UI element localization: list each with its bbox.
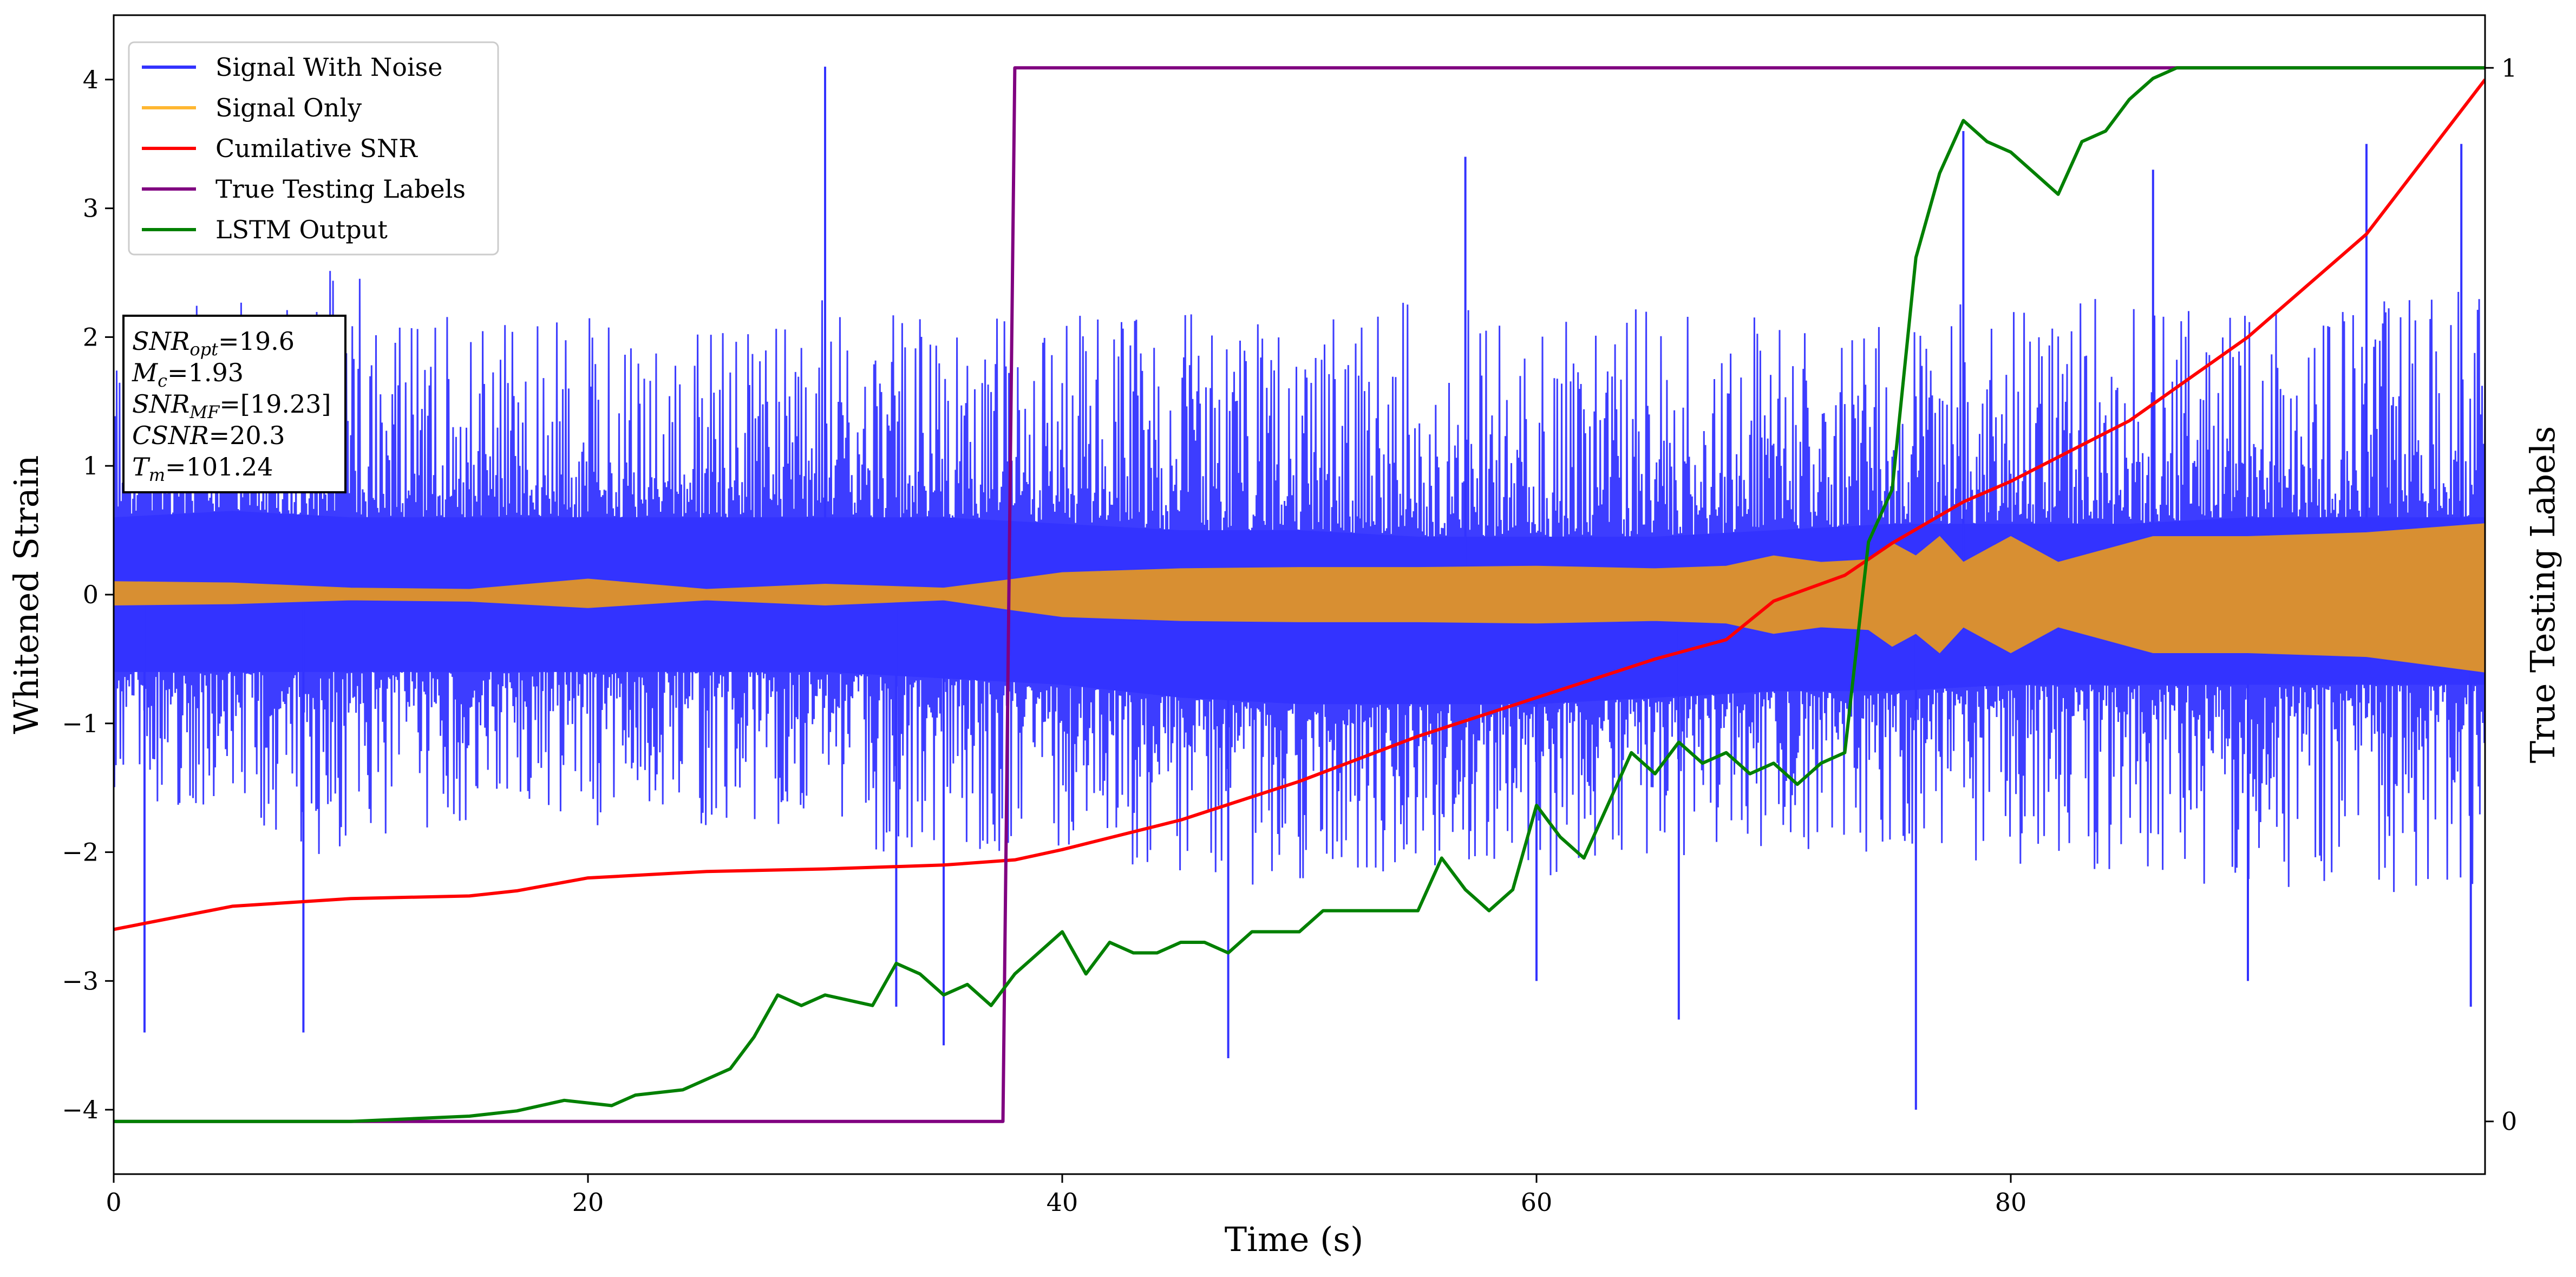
annotation-line-2: SNRMF=[19.23] [132,389,331,422]
legend-label-2: Cumilative SNR [215,134,418,163]
y-axis-label-right: True Testing Labels [2523,426,2562,764]
y-tick-label-1: −3 [62,966,99,995]
x-axis-label: Time (s) [1225,1220,1364,1259]
legend: Signal With Noise Signal Only Cumilative S… [128,41,499,256]
legend-entry-3: True Testing Labels [142,174,466,204]
annotation-line-3: CSNR=20.3 [132,421,285,450]
legend-label-0: Signal With Noise [215,53,442,82]
series-signal-only [114,523,2485,673]
legend-frame [128,41,499,256]
legend-entry-0: Signal With Noise [142,53,442,82]
legend-label-3: True Testing Labels [215,174,466,204]
x-tick-label-4: 80 [1995,1188,2027,1217]
legend-entry-4: LSTM Output [142,215,388,244]
y-tick-label-0: −4 [62,1095,99,1124]
y-tick-label-8: 4 [83,65,99,94]
y-right-tick-label-0: 0 [2501,1107,2517,1136]
annotation-line-4: Tm=101.24 [132,452,273,485]
y-tick-label-7: 3 [83,194,99,223]
y-right-tick-label-1: 1 [2501,53,2517,82]
y-axis-right: 01 [2485,53,2517,1136]
y-tick-label-4: 0 [83,580,99,609]
series-true-testing-labels [114,66,2485,1123]
y-axis-label-left: Whitened Strain [6,455,46,734]
series-cumilative-snr [114,79,2485,931]
annotation-line-1: Mc=1.93 [132,358,244,391]
y-axis-left: −4 −3 −2 −1 0 1 2 3 4 [62,65,114,1124]
series-lstm-output [114,66,2485,1123]
y-tick-label-6: 2 [83,322,99,351]
y-tick-label-3: −1 [62,709,99,738]
y-tick-label-2: −2 [62,838,99,867]
x-tick-label-3: 60 [1521,1188,1553,1217]
x-tick-label-0: 0 [106,1188,121,1217]
legend-entry-2: Cumilative SNR [142,134,418,163]
x-axis: 0 20 40 60 80 [106,1174,2026,1217]
legend-label-1: Signal Only [215,93,362,122]
legend-entry-1: Signal Only [142,93,362,122]
annotation-box: SNRopt=19.6Mc=1.93SNRMF=[19.23]CSNR=20.3… [122,315,346,493]
series-layer [114,66,2485,1123]
x-tick-label-2: 40 [1047,1188,1078,1217]
annotation-line-0: SNRopt=19.6 [132,327,295,360]
legend-label-4: LSTM Output [215,215,388,244]
x-tick-label-1: 20 [572,1188,604,1217]
annotation-frame [122,315,346,493]
y-tick-label-5: 1 [83,451,99,480]
